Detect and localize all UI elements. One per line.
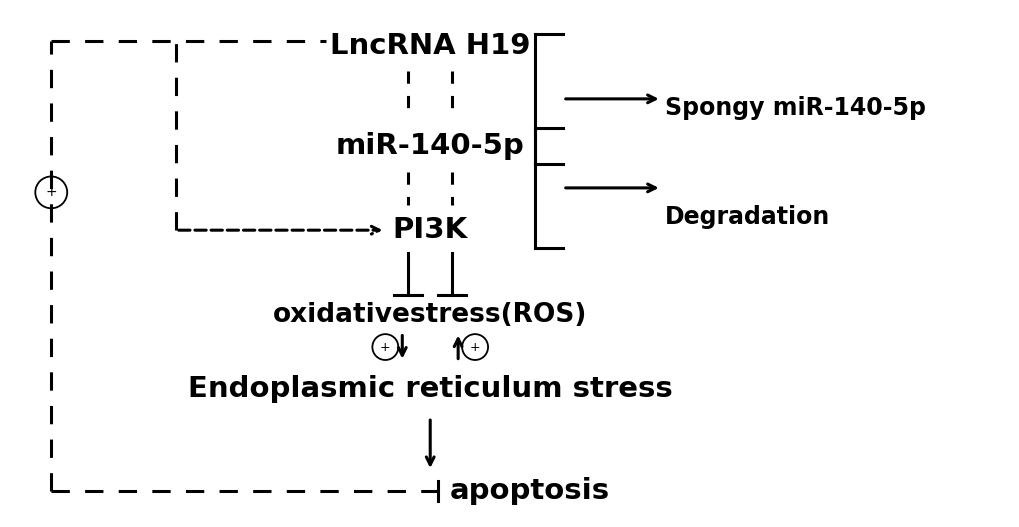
Text: LncRNA H19: LncRNA H19 (329, 32, 530, 60)
Text: Spongy miR-140-5p: Spongy miR-140-5p (664, 96, 924, 120)
Text: PI3K: PI3K (392, 216, 468, 244)
Text: +: + (470, 340, 480, 354)
Text: oxidativestress(ROS): oxidativestress(ROS) (273, 302, 587, 328)
Text: Degradation: Degradation (664, 205, 829, 229)
Text: +: + (380, 340, 390, 354)
Text: +: + (46, 186, 57, 199)
Text: Endoplasmic reticulum stress: Endoplasmic reticulum stress (187, 375, 672, 403)
Text: apoptosis: apoptosis (449, 477, 609, 505)
Text: miR-140-5p: miR-140-5p (335, 132, 524, 160)
